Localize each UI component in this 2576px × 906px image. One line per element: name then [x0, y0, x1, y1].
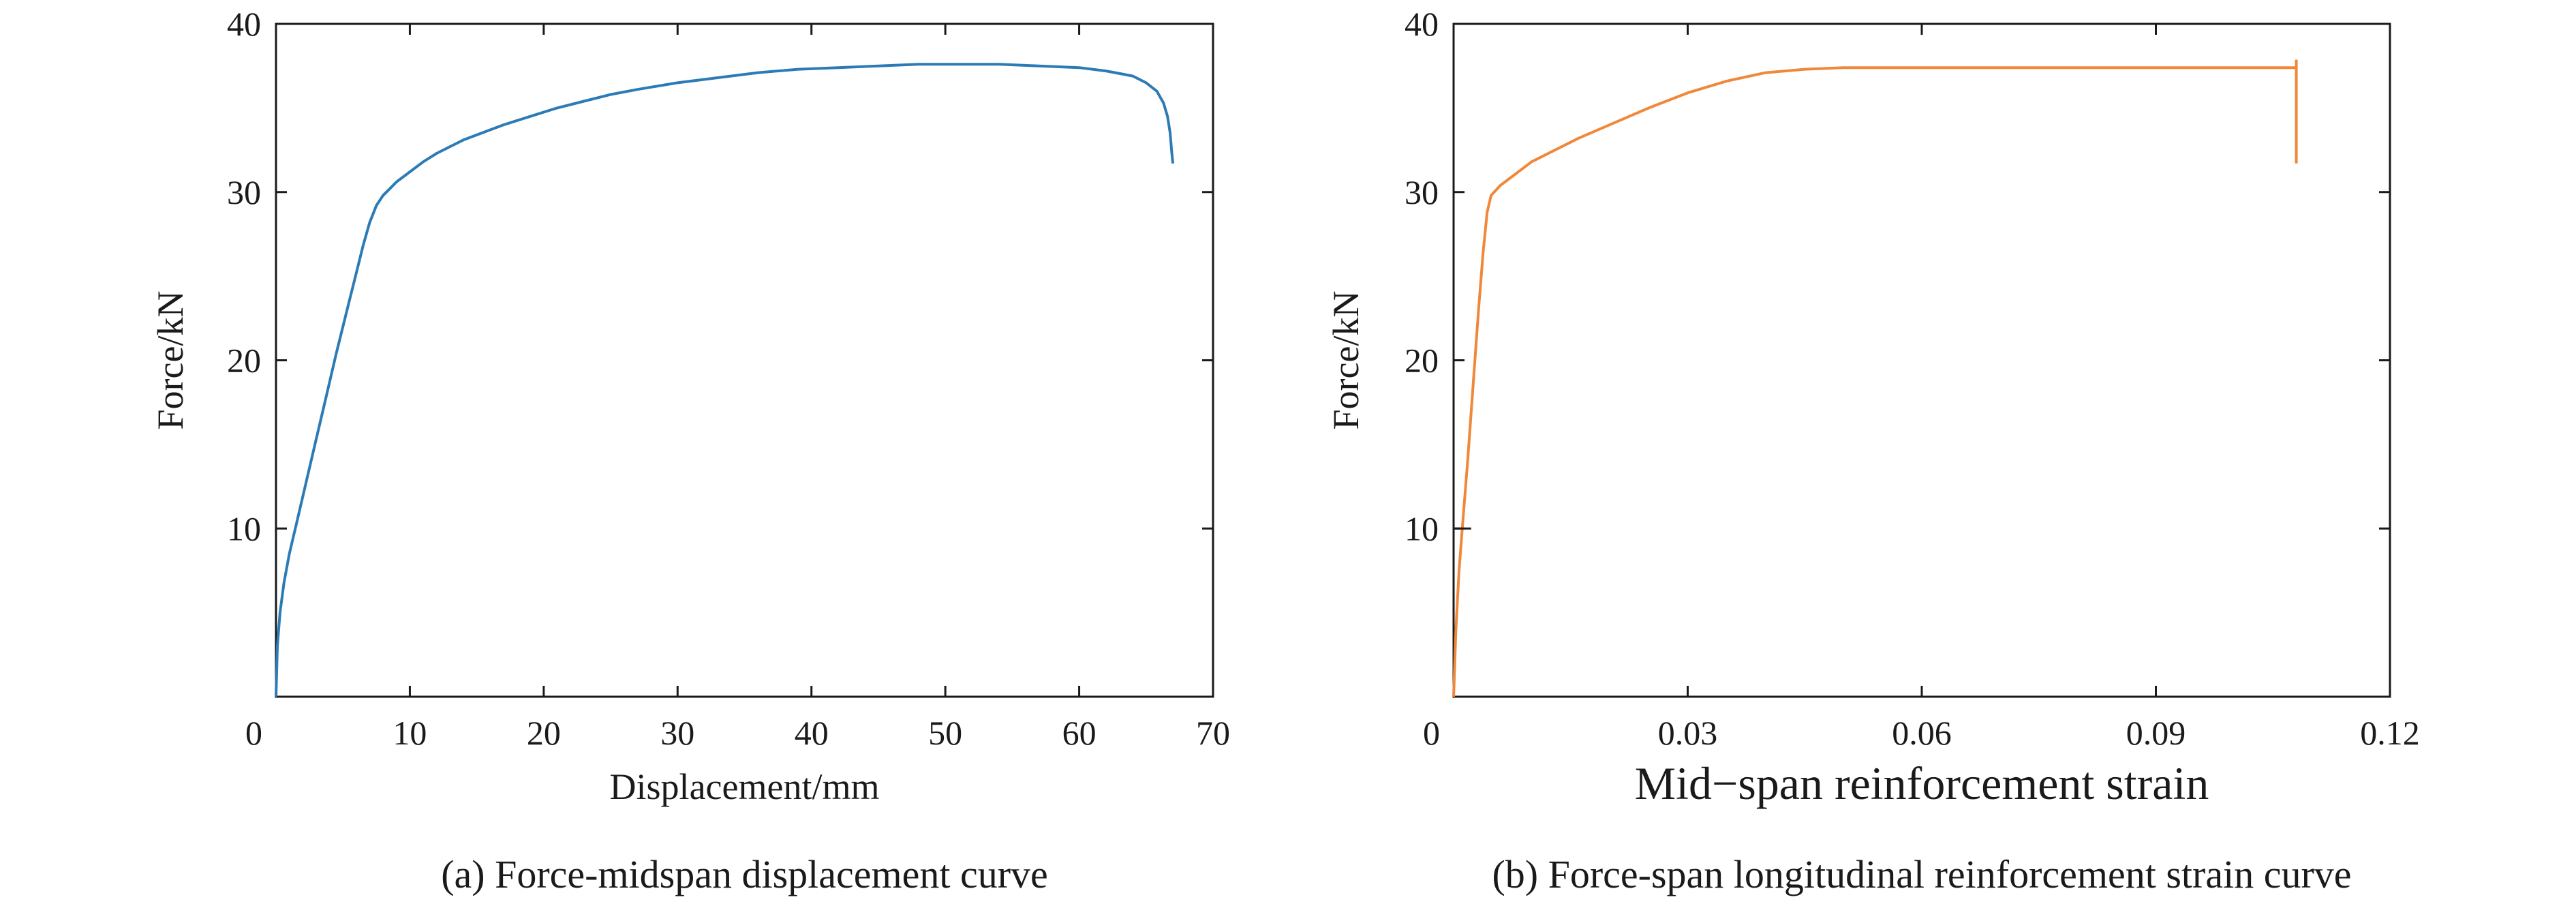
- x-axis-label: Displacement/mm: [610, 766, 880, 807]
- y-tick-label: 10: [1405, 509, 1439, 547]
- y-tick-label: 30: [1405, 173, 1439, 211]
- x-tick-label: 30: [660, 714, 694, 752]
- x-tick-label: 0.12: [2360, 714, 2420, 752]
- y-axis-label: Force/kN: [150, 291, 191, 430]
- panel-b: 0 0.03 0.06 0.09 0.12 10 20 30 40 Mid−span reinfo…: [1325, 5, 2420, 896]
- x-tick-label: 0.09: [2126, 714, 2186, 752]
- y-axis-label: Force/kN: [1325, 291, 1366, 430]
- plot-frame: [275, 22, 1214, 698]
- x-tick-label: 20: [527, 714, 561, 752]
- x-axis-label: Mid−span reinforcement strain: [1635, 757, 2209, 809]
- plot-frame: [1452, 22, 2391, 698]
- x-tick-label: 60: [1062, 714, 1097, 752]
- figure-caption: (a) Force-midspan displacement curve: [441, 852, 1048, 896]
- figure-caption: (b) Force-span longitudinal reinforcemen…: [1492, 852, 2351, 896]
- y-tick-label: 20: [1405, 342, 1439, 380]
- x-tick-label: 70: [1196, 714, 1230, 752]
- series-line: [275, 63, 1175, 697]
- y-tick-label: 40: [227, 5, 261, 43]
- series-line: [1452, 59, 2298, 697]
- x-tick-label: 0: [245, 714, 262, 752]
- y-tick-label: 40: [1405, 5, 1439, 43]
- panel-a: 0 10 20 30 40 50 60 70 10 20 30 40 Displacement/mm Fo…: [150, 5, 1230, 896]
- x-tick-label: 0: [1423, 714, 1440, 752]
- x-tick-label: 50: [928, 714, 962, 752]
- x-tick-label: 0.03: [1658, 714, 1718, 752]
- x-tick-label: 10: [393, 714, 427, 752]
- y-tick-label: 10: [227, 509, 261, 547]
- y-tick-label: 20: [227, 342, 261, 380]
- x-tick-label: 40: [795, 714, 829, 752]
- y-tick-label: 30: [227, 173, 261, 211]
- x-tick-label: 0.06: [1892, 714, 1952, 752]
